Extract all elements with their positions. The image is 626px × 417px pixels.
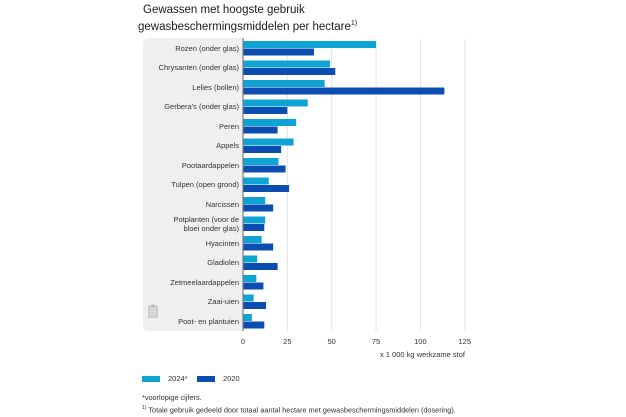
category-label-line: Rozen (onder glas) bbox=[175, 43, 239, 53]
category-label-line: Pootaardappelen bbox=[181, 160, 239, 170]
category-label: Gerbera's (onder glas) bbox=[143, 102, 239, 112]
x-tick-label: 50 bbox=[328, 337, 336, 346]
category-label: Zaai-uien bbox=[143, 297, 239, 307]
category-label-panel bbox=[143, 38, 242, 331]
category-label-line: Narcissen bbox=[205, 199, 239, 209]
bar-2020 bbox=[243, 224, 265, 231]
bar-2024 bbox=[243, 138, 294, 146]
category-label-line: bloei onder glas) bbox=[183, 224, 239, 233]
bar-2024 bbox=[243, 158, 279, 165]
category-label: Appels bbox=[143, 141, 239, 151]
legend-swatch-2020 bbox=[197, 375, 215, 382]
category-label: Lelies (bollen) bbox=[143, 83, 239, 93]
category-label: Hyacinten bbox=[143, 239, 239, 249]
legend-swatch-2024 bbox=[142, 375, 160, 382]
bar-2020 bbox=[243, 68, 336, 75]
category-label-line: Hyacinten bbox=[205, 238, 239, 248]
bar-2024 bbox=[243, 314, 252, 321]
bar-2024 bbox=[243, 275, 257, 282]
category-label: Peren bbox=[143, 122, 239, 132]
category-label-line: Peren bbox=[218, 121, 239, 131]
bar-chart: 0 25 50 75 100 125 x 1 000 kg werkzame stof bbox=[241, 38, 471, 359]
category-label: Gladiolen bbox=[143, 258, 239, 268]
bar-2020 bbox=[243, 302, 267, 309]
bar-2020 bbox=[243, 185, 290, 192]
bar-2024 bbox=[243, 41, 377, 48]
category-label-line: Poot- en plantuien bbox=[178, 316, 239, 326]
category-label-line: Zetmeelaardappelen bbox=[170, 277, 239, 287]
category-label-line: Gladiolen bbox=[207, 258, 239, 268]
bar-2020 bbox=[243, 282, 264, 290]
category-label: Potplanten (voor de bloei onder glas) bbox=[143, 215, 239, 234]
bar-2024 bbox=[243, 80, 325, 87]
chart-title-line-2-text: gewasbeschermingsmiddelen per hectare bbox=[138, 20, 351, 33]
bar-2020 bbox=[243, 87, 445, 95]
bar-2020 bbox=[243, 126, 278, 134]
x-tick-label: 25 bbox=[283, 337, 291, 346]
legend-item-2020: 2020 bbox=[197, 374, 240, 383]
footnote-reference: 1) bbox=[350, 20, 358, 27]
bar-2024 bbox=[243, 60, 330, 68]
category-label-line: Tulpen (open grond) bbox=[171, 180, 239, 190]
x-tick-label: 100 bbox=[414, 337, 427, 346]
chart-title-line-1: Gewassen met hoogste gebruik bbox=[143, 4, 305, 16]
bar-2020 bbox=[243, 146, 282, 153]
x-tick-label: 75 bbox=[372, 337, 380, 346]
category-label-line: Zaai-uien bbox=[207, 297, 239, 307]
category-label: Rozen (onder glas) bbox=[143, 44, 239, 54]
category-label-line: Potplanten (voor de bbox=[173, 214, 239, 224]
legend-item-2024: 2024* bbox=[142, 374, 188, 383]
legend-label-2020: 2020 bbox=[223, 374, 240, 383]
category-label: Tulpen (open grond) bbox=[143, 180, 239, 190]
document-icon bbox=[148, 304, 158, 318]
bar-2024 bbox=[243, 177, 269, 185]
bar-2024 bbox=[243, 294, 254, 302]
bar-2020 bbox=[243, 243, 274, 251]
bar-2020 bbox=[243, 165, 286, 173]
category-label: Zetmeelaardappelen bbox=[143, 278, 239, 288]
x-tick-label: 0 bbox=[241, 337, 245, 346]
bar-2024 bbox=[243, 197, 266, 204]
footnote-1: 1) Totale gebruik gedeeld door totaal aa… bbox=[142, 403, 456, 415]
provisional-note: *voorlopige cijfers. bbox=[142, 393, 202, 402]
category-label: Narcissen bbox=[143, 200, 239, 210]
category-label: Chrysanten (onder glas) bbox=[143, 63, 239, 73]
category-label-line: Lelies (bollen) bbox=[192, 82, 239, 92]
category-label: Poot- en plantuien bbox=[143, 317, 239, 327]
category-label-line: Gerbera's (onder glas) bbox=[164, 102, 239, 112]
legend-label-2024: 2024* bbox=[168, 374, 188, 383]
bar-2020 bbox=[243, 48, 314, 56]
bar-2024 bbox=[243, 216, 266, 224]
x-tick-label: 125 bbox=[458, 337, 471, 346]
bar-2024 bbox=[243, 119, 297, 126]
bar-2024 bbox=[243, 236, 262, 243]
bar-2024 bbox=[243, 99, 308, 107]
footnotes: *voorlopige cijfers. 1) Totale gebruik g… bbox=[142, 393, 456, 415]
x-axis-label: x 1 000 kg werkzame stof bbox=[380, 350, 466, 359]
bar-2020 bbox=[243, 263, 278, 270]
chart-title: Gewassen met hoogste gebruik gewasbesche… bbox=[138, 4, 357, 34]
bar-2024 bbox=[243, 255, 258, 263]
chart-title-line-2: gewasbeschermingsmiddelen per hectare1) bbox=[138, 17, 357, 34]
footnote-text: Totale gebruik gedeeld door totaal aanta… bbox=[148, 405, 456, 415]
category-label-line: Appels bbox=[216, 141, 239, 151]
bar-2020 bbox=[243, 321, 265, 329]
footnote-mark: 1) bbox=[142, 405, 147, 411]
bar-2020 bbox=[243, 107, 288, 114]
category-label: Pootaardappelen bbox=[143, 161, 239, 171]
category-label-line: Chrysanten (onder glas) bbox=[158, 63, 239, 73]
bar-2020 bbox=[243, 204, 274, 212]
